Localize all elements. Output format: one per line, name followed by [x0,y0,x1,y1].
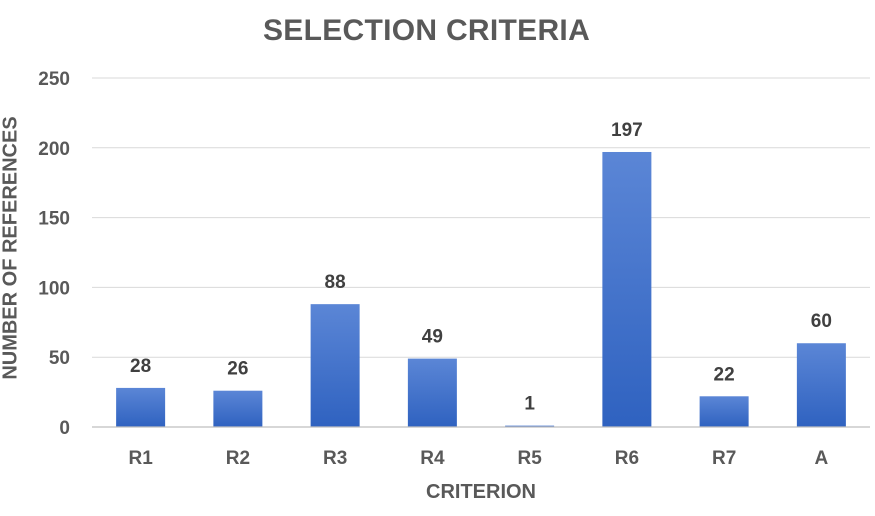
x-tick-label: R1 [128,448,153,469]
bar [116,387,166,427]
bar [602,151,652,427]
x-tick-label: R2 [226,448,250,469]
data-label: 88 [325,272,346,293]
bar [407,358,457,427]
data-label: 60 [811,311,832,332]
y-tick-label: 100 [38,278,70,299]
x-axis-title: CRITERION [426,481,536,503]
x-tick-label: R5 [517,448,542,469]
y-tick-label: 50 [49,348,70,369]
data-label: 28 [130,356,151,377]
data-label: 197 [611,120,643,141]
y-tick-label: 150 [38,209,70,230]
bar [505,425,555,427]
data-label: 22 [714,364,735,385]
x-tick-label: R3 [323,448,347,469]
y-tick-label: 200 [38,139,70,160]
x-tick-label: R7 [712,448,736,469]
chart-title: SELECTION CRITERIA [262,14,591,47]
bar [699,396,749,427]
data-label: 26 [227,359,248,380]
y-tick-label: 0 [59,418,70,439]
data-label: 49 [422,327,443,348]
x-tick-label: R6 [615,448,639,469]
x-tick-label: A [815,448,829,469]
bar [310,304,360,427]
bar [213,390,263,427]
x-tick-label: R4 [420,448,445,469]
bar [796,343,846,427]
y-tick-label: 250 [38,69,70,90]
data-label: 1 [524,394,535,415]
